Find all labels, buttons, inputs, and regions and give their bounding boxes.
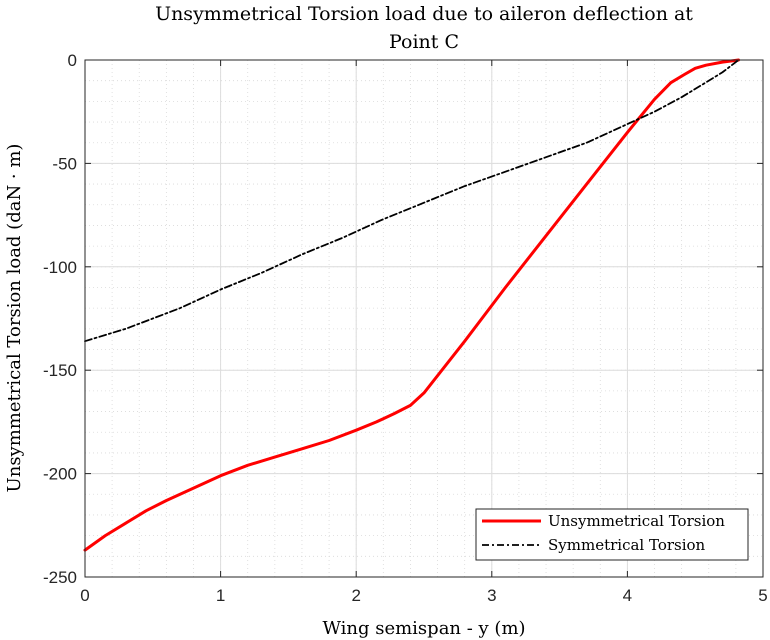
x-tick-label: 5	[758, 586, 767, 605]
x-tick-label: 1	[216, 586, 225, 605]
tick-labels: 0 1 2 3 4 5 0 -50 -100 -150 -200 -250	[43, 51, 768, 605]
plot-area	[85, 60, 763, 577]
x-tick-label: 3	[487, 586, 496, 605]
y-tick-label: -50	[52, 154, 77, 173]
axes-box	[84, 59, 764, 578]
y-tick-label: -200	[43, 465, 77, 484]
chart-title-line2: Point C	[389, 31, 459, 53]
y-tick-label: -100	[43, 258, 77, 277]
legend-box	[475, 508, 749, 561]
x-tick-label: 2	[351, 586, 360, 605]
series-layer	[83, 58, 741, 552]
x-tick-label: 4	[623, 586, 632, 605]
y-axis-label: Unsymmetrical Torsion load (daN · m)	[4, 144, 25, 493]
x-tick-label: 0	[80, 586, 89, 605]
axes-layer	[84, 59, 764, 578]
y-tick-label: 0	[68, 51, 77, 70]
legend-label-unsymmetrical: Unsymmetrical Torsion	[548, 512, 725, 530]
y-tick-label: -150	[43, 361, 77, 380]
chart-title-line1: Unsymmetrical Torsion load due to ailero…	[155, 3, 693, 25]
x-axis-label: Wing semispan - y (m)	[322, 618, 525, 639]
series-line-unsymmetrical	[83, 58, 741, 552]
legend-label-symmetrical: Symmetrical Torsion	[548, 536, 706, 554]
y-tick-label: -250	[43, 568, 77, 587]
series-line-symmetrical	[84, 59, 740, 343]
legend: Unsymmetrical Torsion Symmetrical Torsio…	[475, 508, 749, 561]
